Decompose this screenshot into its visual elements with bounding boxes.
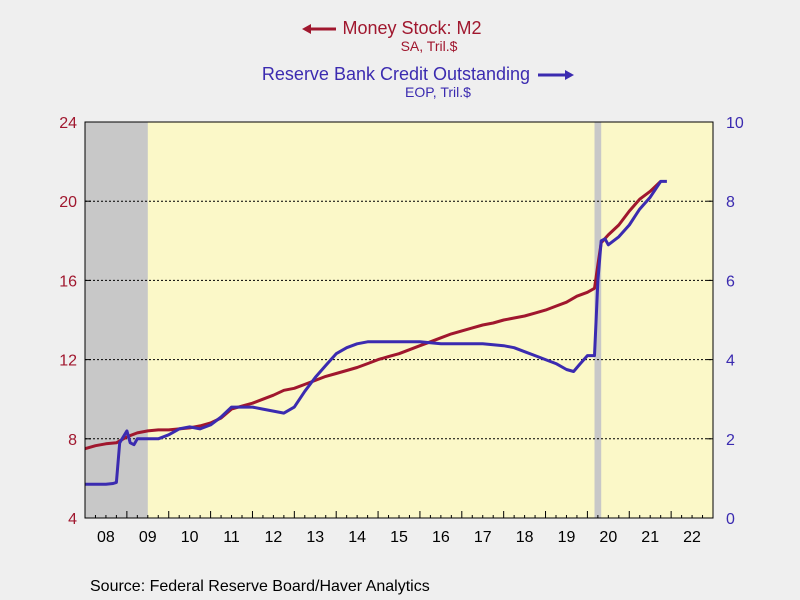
x-tick-label: 20 [599, 529, 617, 546]
x-tick-label: 12 [265, 529, 283, 546]
left-tick-label: 8 [68, 432, 77, 449]
series-lines [84, 179, 667, 486]
x-tick-label: 15 [390, 529, 408, 546]
x-tick-label: 09 [139, 529, 157, 546]
right-tick-label: 0 [726, 511, 735, 528]
left-tick-label: 16 [59, 273, 77, 290]
right-tick-label: 10 [726, 115, 744, 132]
legend-m2: Money Stock: M2 SA, Tril.$ [250, 18, 530, 54]
legend-rbc: Reserve Bank Credit Outstanding EOP, Tri… [210, 64, 630, 100]
legend-rbc-title: Reserve Bank Credit Outstanding [210, 64, 630, 84]
x-tick-label: 17 [474, 529, 492, 546]
series-line-reserve-credit [85, 179, 667, 486]
x-tick-label: 19 [558, 529, 576, 546]
gridlines [85, 200, 713, 440]
x-tick-label: 14 [348, 529, 366, 546]
right-arrow-icon [538, 70, 575, 81]
right-tick-label: 2 [726, 432, 735, 449]
x-tick-label: 13 [306, 529, 324, 546]
shaded-period-1 [594, 122, 602, 518]
source-note: Source: Federal Reserve Board/Haver Anal… [90, 578, 430, 595]
left-tick-label: 12 [59, 353, 77, 370]
x-tick-label: 11 [223, 529, 240, 546]
x-tick-label: 21 [641, 529, 659, 546]
left-arrow-icon [302, 24, 337, 35]
x-tick-label: 08 [97, 529, 115, 546]
shaded-regions [85, 122, 713, 518]
right-tick-label: 8 [726, 194, 735, 211]
legend-m2-label: Money Stock: M2 [342, 18, 482, 38]
legend-m2-unit: SA, Tril.$ [400, 38, 458, 54]
plot-area [85, 122, 713, 518]
shaded-period-0 [85, 122, 148, 518]
left-tick-label: 20 [59, 194, 77, 211]
right-tick-label: 6 [726, 273, 735, 290]
left-tick-label: 4 [68, 511, 77, 528]
legend-m2-title: Money Stock: M2 [250, 18, 530, 38]
legend-rbc-unit: EOP, Tril.$ [405, 84, 471, 100]
x-tick-label: 16 [432, 529, 450, 546]
x-tick-label: 10 [181, 529, 199, 546]
legend-rbc-label: Reserve Bank Credit Outstanding [261, 64, 531, 84]
right-tick-label: 4 [726, 353, 735, 370]
x-tick-label: 22 [683, 529, 701, 546]
left-tick-label: 24 [59, 115, 77, 132]
x-tick-label: 18 [516, 529, 534, 546]
